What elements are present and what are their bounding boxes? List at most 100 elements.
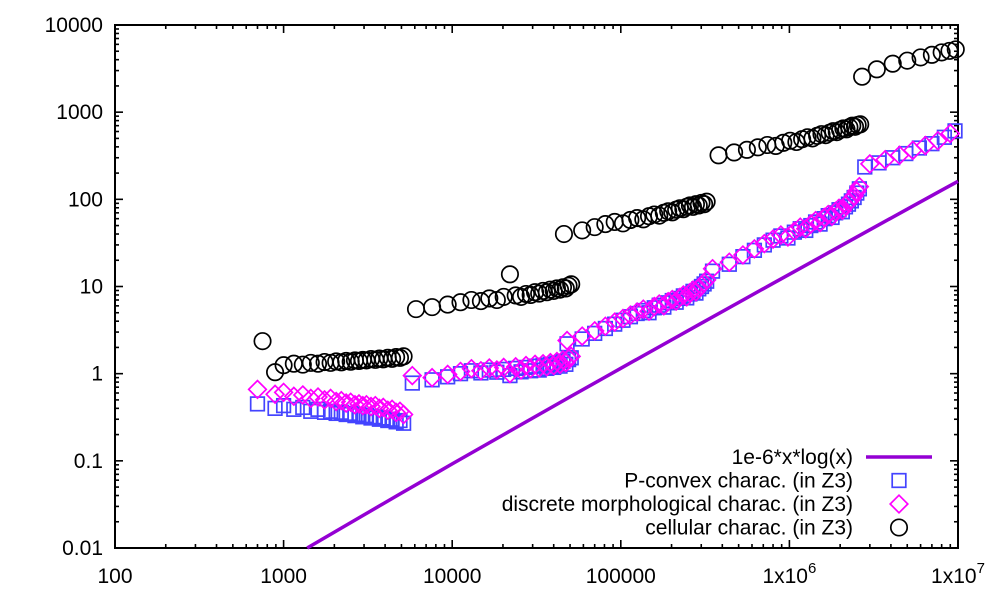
diamond-point [702, 258, 723, 279]
diamond-point [386, 402, 407, 423]
diamond-point [247, 379, 268, 400]
diamond-point [365, 395, 386, 416]
square-point [267, 400, 283, 417]
diamond-point [314, 389, 335, 410]
diamond-point [393, 404, 414, 425]
diamond-point [844, 185, 865, 206]
diamond-point [336, 393, 357, 414]
circle-point [867, 60, 886, 79]
circle-point [556, 279, 575, 298]
legend-entry: 1e-6*x*log(x) [732, 446, 932, 469]
legend-entry: discrete morphological charac. (in Z3) [502, 493, 910, 516]
circle-point [946, 40, 965, 59]
square-point [295, 399, 311, 416]
y-tick-label: 1 [91, 363, 103, 386]
circle-point [628, 208, 647, 228]
diamond-point [450, 361, 471, 382]
diamond-point [620, 305, 641, 326]
diamond-point [300, 388, 321, 409]
circle-point [922, 45, 941, 64]
diamond-point [859, 153, 880, 174]
y-tick-label: 0.01 [62, 537, 103, 560]
diamond-point [348, 393, 369, 414]
diamond-point [320, 388, 341, 409]
diamond-point [940, 123, 961, 144]
diamond-point [486, 360, 507, 381]
circle-point [748, 138, 767, 157]
circle-point [494, 287, 513, 306]
legend-entry: cellular charac. (in Z3) [645, 517, 909, 540]
x-tick-label: 1x107 [931, 560, 985, 588]
diamond-point [927, 130, 948, 151]
diamond-point [340, 392, 361, 413]
circle-point [293, 355, 312, 374]
circle-point [559, 276, 578, 295]
x-tick-label: 100000 [586, 565, 656, 588]
circle-point [853, 67, 872, 86]
diamond-point [377, 400, 398, 421]
diamond-point [361, 396, 382, 417]
diamond-point [846, 181, 867, 202]
diamond-point [505, 356, 526, 377]
circle-point [898, 51, 917, 70]
y-tick-labels: 0.01 0.1 1 10 100 1000 10000 [45, 14, 103, 560]
series-square [249, 123, 963, 431]
square-point [286, 401, 302, 417]
function-line [306, 179, 959, 550]
diamond-point [829, 198, 850, 219]
legend-label: cellular charac. (in Z3) [645, 517, 853, 540]
circle-point [537, 283, 556, 302]
diamond-point [800, 214, 821, 235]
square-point [424, 372, 440, 388]
diamond-point [561, 346, 582, 367]
diamond-point [283, 386, 304, 407]
diamond-point [584, 320, 605, 341]
circle-point [253, 332, 272, 351]
circle-point [301, 353, 320, 372]
circle-point [438, 295, 457, 314]
diamond-point [550, 354, 571, 375]
square-point [328, 405, 344, 422]
y-tick-label: 0.1 [74, 450, 103, 473]
circle-point [725, 143, 744, 162]
circle-point [274, 356, 293, 375]
y-tick-label: 10 [80, 276, 103, 299]
diamond-point [402, 365, 423, 386]
x-tick-label: 1000 [260, 565, 307, 588]
legend-label: P-convex charac. (in Z3) [624, 470, 853, 493]
diamond-point [595, 316, 616, 337]
circle-point [781, 131, 800, 150]
circle-point [803, 129, 822, 148]
circle-point [840, 118, 859, 137]
diamond-point [516, 355, 537, 376]
diamond-point [754, 233, 775, 254]
circle-point [562, 275, 581, 294]
series-line [306, 179, 959, 550]
diamond-point [673, 284, 694, 305]
circle-point [423, 298, 442, 317]
circle-point [554, 224, 573, 244]
x-tick-label: 10000 [423, 565, 481, 588]
y-tick-label: 10000 [45, 14, 103, 37]
diamond-point [604, 312, 625, 333]
circle-point [585, 218, 604, 237]
diamond-point [849, 176, 870, 197]
square-point [721, 256, 737, 272]
diamond-point [265, 384, 286, 405]
diamond-point [356, 394, 377, 415]
circle-point [883, 54, 902, 73]
square-point [911, 140, 928, 156]
x-tick-label: 1x106 [762, 560, 816, 588]
diamond-point [557, 330, 578, 351]
circle-point [932, 43, 951, 62]
circle-point [573, 221, 592, 240]
square-point [275, 397, 292, 414]
diamond-point [633, 299, 654, 320]
circle-point [480, 289, 499, 308]
diamond-point [832, 200, 853, 221]
circle-point [550, 280, 570, 299]
legend-label: 1e-6*x*log(x) [732, 446, 853, 469]
plot-border [114, 24, 959, 549]
x-tick-label: 100 [97, 565, 132, 588]
